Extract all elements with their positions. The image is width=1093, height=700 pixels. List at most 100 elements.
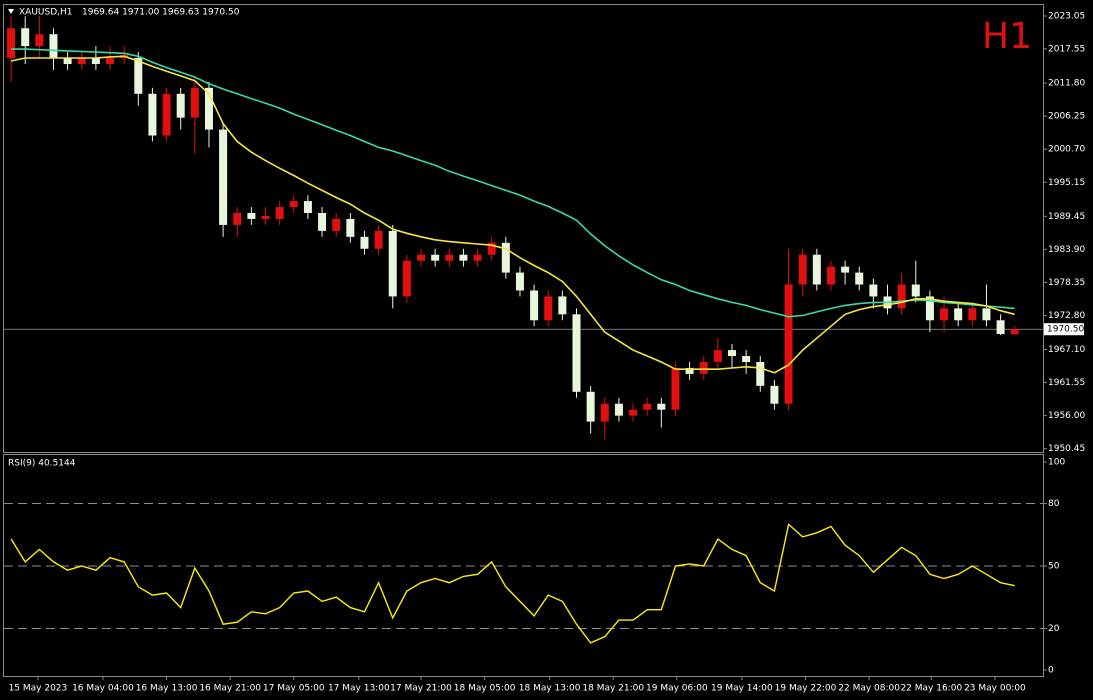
candle-body [685,367,694,374]
candle-body [21,28,30,47]
y-tick-label: 1961.55 [1048,378,1085,388]
candle-body [784,284,793,404]
candle-body [629,409,638,416]
candle-body [1010,329,1019,335]
candle-body [487,242,496,255]
y-tick-label: 1978.35 [1048,278,1085,288]
candle-body [728,350,737,357]
period-label: H1 [982,16,1032,57]
candle-body [911,284,920,297]
rsi-title: RSI(9) 40.5144 [8,459,76,469]
candle-body [374,230,383,249]
symbol-title: XAUUSD,H1 [19,8,73,18]
y-tick-label: 1950.45 [1048,444,1085,454]
y-tick-label: 1967.10 [1048,345,1085,355]
x-tick-label: 18 May 21:00 [582,684,644,694]
x-tick-label: 22 May 16:00 [900,684,962,694]
candle-body [614,403,623,416]
candle-body [812,254,821,285]
candle-body [162,93,171,136]
candle-body [275,207,284,219]
candle-body [530,290,539,321]
x-tick-label: 23 May 00:00 [964,684,1026,694]
candle-body [671,367,680,410]
candle-body [855,272,864,285]
candle-body [388,230,397,297]
candle-body [148,93,157,136]
candle-body [431,254,440,261]
candle-body [501,242,510,273]
x-tick-label: 18 May 13:00 [519,684,581,694]
candle-body [360,236,369,249]
candle-body [968,308,977,321]
x-tick-label: 19 May 22:00 [775,684,837,694]
y-tick-label: 1995.15 [1048,178,1085,188]
candle-body [7,28,16,59]
y-tick-label: 20 [1048,624,1060,634]
candle-body [190,87,199,118]
candle-body [247,213,256,219]
moving-average-line [10,55,1015,374]
candle-body [318,213,327,231]
candle-body [515,272,524,291]
y-tick-label: 2011.80 [1048,79,1085,89]
candle-body [63,58,72,65]
main-panel-frame [3,4,1044,453]
y-tick-label: 1989.45 [1048,212,1085,222]
candle-body [233,213,242,225]
y-tick-label: 2023.05 [1048,12,1085,22]
y-tick-label: 80 [1048,499,1060,509]
candle-body [219,129,228,225]
menu-arrow [8,9,14,14]
y-tick-label: 2017.55 [1048,44,1085,54]
candle-body [925,296,934,321]
y-tick-label: 1956.00 [1048,411,1085,421]
candle-body [473,254,482,261]
candle-body [445,254,454,261]
x-tick-label: 19 May 06:00 [646,684,708,694]
candle-body [897,284,906,309]
y-tick-label: 2000.70 [1048,145,1085,155]
y-tick-label: 0 [1048,665,1054,675]
candle-body [713,350,722,363]
candle-body [346,218,355,237]
candle-body [134,58,143,94]
candle-body [204,87,213,130]
current-price-box [1044,323,1084,336]
candle-body [176,93,185,118]
y-tick-label: 1972.80 [1048,311,1085,321]
candle-body [261,215,270,219]
candle-body [699,362,708,374]
x-tick-label: 17 May 13:00 [328,684,390,694]
candle-body [841,266,850,273]
candle-body [303,201,312,214]
x-tick-label: 22 May 08:00 [838,684,900,694]
candle-body [826,266,835,285]
candle-body [600,403,609,422]
candle-body [35,34,44,47]
y-tick-label: 100 [1048,458,1065,468]
candle-body [417,254,426,261]
candle-body [91,58,100,65]
candle-body [572,314,581,392]
rsi-line [10,523,1015,644]
moving-average-line [11,48,1015,318]
x-tick-label: 16 May 13:00 [136,684,198,694]
candle-body [756,362,765,386]
candle-body [982,308,991,321]
x-tick-label: 16 May 21:00 [199,684,261,694]
candle-body [798,254,807,285]
candle-body [459,254,468,261]
x-tick-label: 19 May 14:00 [711,684,773,694]
candle-body [940,308,949,321]
candle-body [402,260,411,297]
candle-body [869,284,878,297]
candle-body [643,403,652,410]
candle-body [289,201,298,208]
rsi-panel-frame [3,454,1044,677]
y-tick-label: 50 [1048,562,1060,572]
x-tick-label: 17 May 21:00 [390,684,452,694]
candle-body [770,385,779,404]
candle-body [49,34,58,59]
candle-body [742,356,751,363]
